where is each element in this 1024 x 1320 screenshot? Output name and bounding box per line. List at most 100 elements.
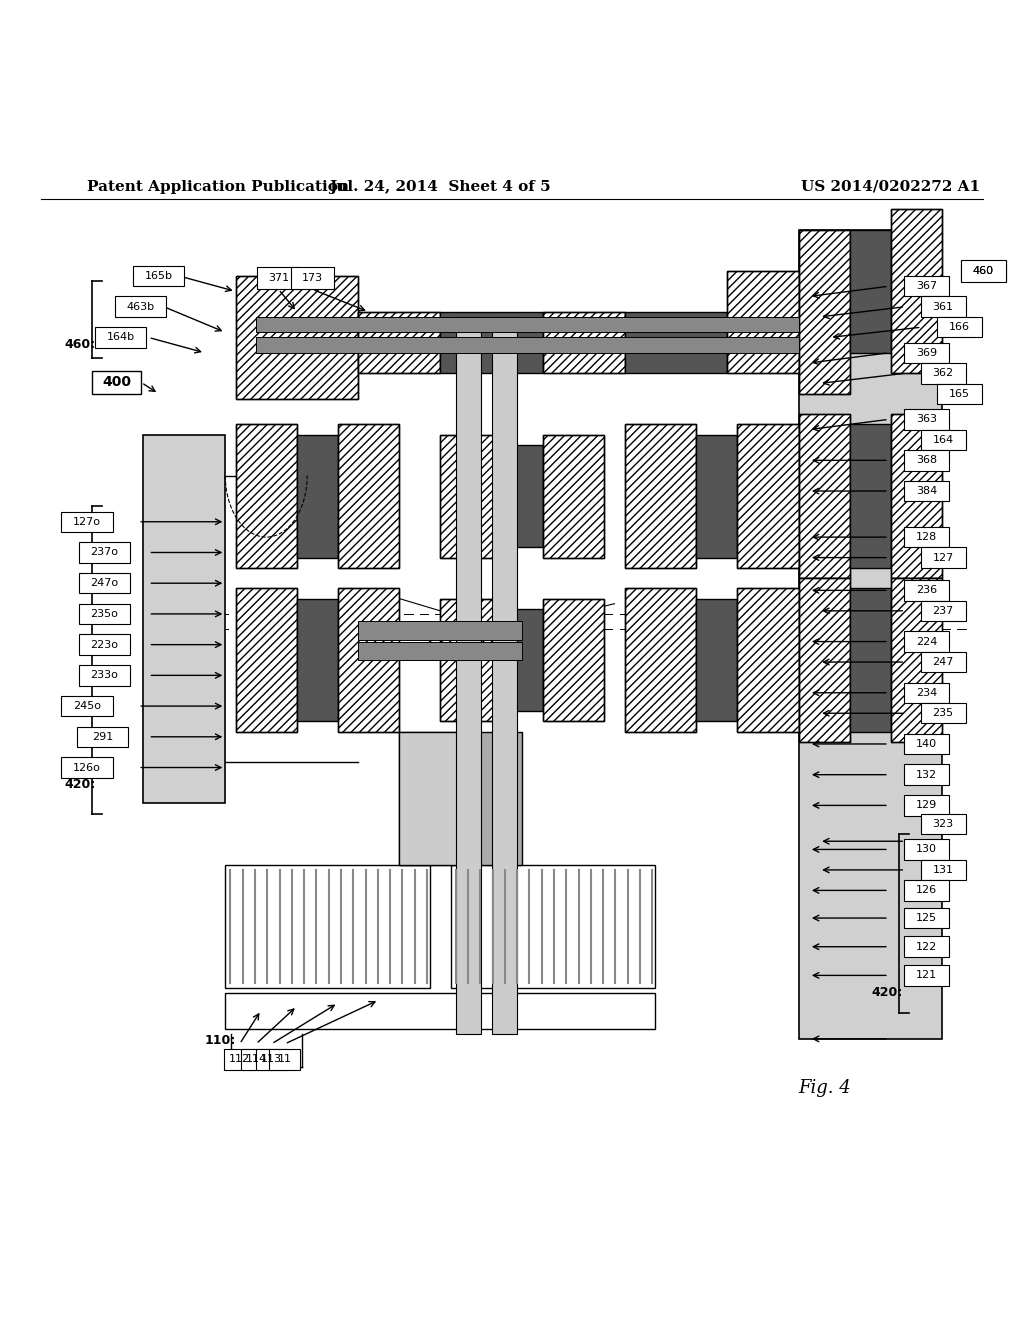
Text: 420:: 420:: [871, 986, 902, 999]
Bar: [502, 609, 543, 711]
Text: 245o: 245o: [73, 701, 101, 711]
Bar: [799, 230, 850, 393]
Text: 224: 224: [916, 636, 937, 647]
Bar: [338, 589, 399, 731]
Text: 323: 323: [933, 818, 953, 829]
Text: Fig. 4: Fig. 4: [799, 1078, 852, 1097]
Bar: [543, 312, 625, 374]
FancyBboxPatch shape: [224, 1049, 255, 1069]
Bar: [850, 230, 891, 352]
Bar: [625, 425, 696, 568]
FancyBboxPatch shape: [904, 527, 949, 548]
Bar: [891, 578, 942, 742]
Bar: [236, 276, 358, 399]
Text: 460:: 460:: [65, 338, 95, 351]
FancyBboxPatch shape: [904, 579, 949, 601]
FancyBboxPatch shape: [904, 682, 949, 704]
FancyBboxPatch shape: [904, 343, 949, 363]
Text: 112: 112: [229, 1055, 250, 1064]
Bar: [891, 578, 942, 742]
FancyBboxPatch shape: [904, 631, 949, 652]
FancyBboxPatch shape: [269, 1049, 300, 1069]
Text: 165: 165: [949, 389, 970, 399]
FancyBboxPatch shape: [241, 1049, 271, 1069]
FancyBboxPatch shape: [904, 880, 949, 900]
Bar: [543, 434, 604, 557]
Bar: [440, 434, 502, 557]
FancyBboxPatch shape: [961, 260, 1006, 282]
FancyBboxPatch shape: [904, 409, 949, 429]
Text: 129: 129: [916, 800, 937, 810]
Text: 140: 140: [916, 739, 937, 748]
Text: 368: 368: [916, 455, 937, 466]
FancyBboxPatch shape: [79, 635, 130, 655]
Bar: [492, 317, 517, 1034]
Text: 460: 460: [973, 265, 993, 276]
FancyBboxPatch shape: [904, 795, 949, 816]
FancyBboxPatch shape: [904, 480, 949, 502]
Bar: [440, 598, 502, 722]
Text: 291: 291: [92, 731, 113, 742]
Text: 165b: 165b: [144, 271, 173, 281]
Bar: [440, 598, 502, 722]
Text: 400: 400: [100, 376, 129, 391]
Bar: [358, 312, 440, 374]
FancyBboxPatch shape: [921, 297, 966, 317]
Bar: [256, 317, 799, 333]
Bar: [338, 425, 399, 568]
FancyBboxPatch shape: [61, 696, 113, 717]
Text: 126o: 126o: [73, 763, 101, 772]
Text: 247o: 247o: [90, 578, 119, 589]
FancyBboxPatch shape: [133, 265, 184, 286]
Bar: [696, 598, 737, 722]
Bar: [440, 312, 543, 374]
Bar: [543, 598, 604, 722]
Bar: [737, 425, 799, 568]
Bar: [891, 210, 942, 374]
Bar: [696, 434, 737, 557]
Text: 361: 361: [933, 302, 953, 312]
Text: 463b: 463b: [126, 302, 155, 312]
Bar: [891, 414, 942, 578]
Bar: [338, 425, 399, 568]
Text: 166: 166: [949, 322, 970, 333]
Bar: [236, 276, 358, 399]
Bar: [451, 865, 655, 987]
Bar: [297, 434, 338, 557]
FancyBboxPatch shape: [937, 317, 982, 338]
Polygon shape: [799, 230, 942, 1039]
Text: 237: 237: [933, 606, 953, 616]
Bar: [338, 589, 399, 731]
Bar: [399, 731, 461, 865]
FancyBboxPatch shape: [904, 908, 949, 928]
FancyBboxPatch shape: [256, 1049, 287, 1069]
FancyBboxPatch shape: [79, 543, 130, 562]
FancyBboxPatch shape: [921, 429, 966, 450]
Text: 164: 164: [933, 434, 953, 445]
Text: 127: 127: [933, 553, 953, 562]
Text: 113: 113: [261, 1055, 282, 1064]
Bar: [727, 271, 799, 374]
Text: 126: 126: [916, 886, 937, 895]
Bar: [625, 589, 696, 731]
FancyBboxPatch shape: [921, 363, 966, 384]
Bar: [850, 589, 891, 731]
Text: US 2014/0202272 A1: US 2014/0202272 A1: [802, 180, 980, 194]
Bar: [236, 425, 297, 568]
Text: 121: 121: [916, 970, 937, 981]
FancyBboxPatch shape: [115, 297, 166, 317]
FancyBboxPatch shape: [61, 758, 113, 777]
FancyBboxPatch shape: [904, 840, 949, 859]
Bar: [737, 425, 799, 568]
Bar: [236, 425, 297, 568]
Text: 367: 367: [916, 281, 937, 292]
FancyBboxPatch shape: [77, 726, 128, 747]
Text: 173: 173: [302, 273, 323, 282]
FancyBboxPatch shape: [904, 936, 949, 957]
Text: 363: 363: [916, 414, 937, 424]
Text: 128: 128: [916, 532, 937, 543]
Bar: [543, 434, 604, 557]
Text: 384: 384: [916, 486, 937, 496]
FancyBboxPatch shape: [257, 267, 300, 289]
Text: 114: 114: [246, 1055, 266, 1064]
